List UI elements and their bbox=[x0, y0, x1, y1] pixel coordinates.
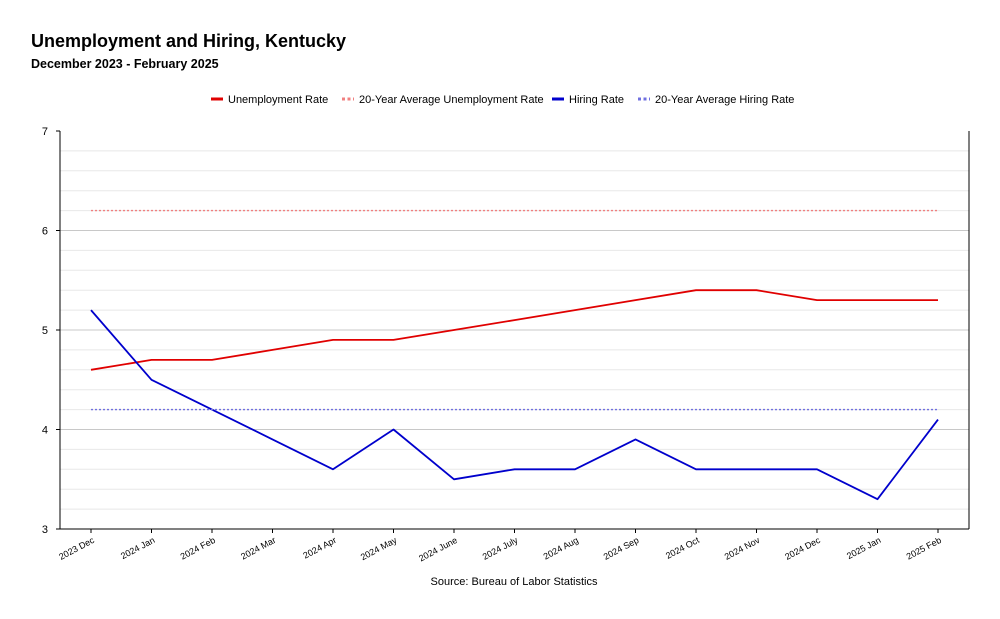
x-tick-label: 2024 Apr bbox=[301, 535, 338, 561]
x-tick-label: 2024 July bbox=[481, 535, 520, 562]
series-layer bbox=[90, 209, 939, 501]
chart-title: Unemployment and Hiring, Kentucky bbox=[31, 31, 347, 51]
x-tick-label: 2024 Oct bbox=[664, 535, 701, 561]
series-line-2 bbox=[90, 309, 939, 501]
x-tick-label: 2025 Jan bbox=[845, 535, 882, 561]
x-tick-label: 2024 June bbox=[417, 535, 459, 564]
y-tick-label: 4 bbox=[42, 425, 48, 437]
legend: Unemployment Rate 20-Year Average Unemplo… bbox=[211, 94, 794, 106]
legend-label-2: Hiring Rate bbox=[569, 94, 624, 106]
x-tick-label: 2024 Nov bbox=[723, 535, 762, 562]
y-tick-label: 7 bbox=[42, 126, 48, 138]
x-tick-label: 2024 Feb bbox=[179, 535, 217, 562]
y-tick-label: 3 bbox=[42, 524, 48, 536]
x-tick-label: 2024 May bbox=[359, 535, 399, 563]
series-line-0 bbox=[90, 289, 938, 371]
x-tick-label: 2024 Dec bbox=[783, 535, 822, 562]
chart-subtitle: December 2023 - February 2025 bbox=[31, 57, 219, 71]
y-tick-label: 6 bbox=[42, 226, 48, 238]
x-tick-label: 2024 Aug bbox=[542, 535, 580, 562]
axes: 3 4 5 6 7 2023 Dec 2024 Jan 2024 Feb 2024 Mar 202… bbox=[42, 126, 970, 564]
gridlines bbox=[60, 150, 969, 510]
x-tick-label: 2025 Feb bbox=[905, 535, 943, 562]
legend-label-0: Unemployment Rate bbox=[228, 94, 328, 106]
x-tick-label: 2024 Mar bbox=[239, 535, 277, 562]
source-note: Source: Bureau of Labor Statistics bbox=[431, 576, 598, 588]
legend-label-3: 20-Year Average Hiring Rate bbox=[655, 94, 794, 106]
y-tick-label: 5 bbox=[42, 325, 48, 337]
x-tick-label: 2024 Sep bbox=[602, 535, 641, 562]
x-tick-label: 2024 Jan bbox=[119, 535, 156, 561]
x-tick-label: 2023 Dec bbox=[57, 535, 96, 562]
legend-label-1: 20-Year Average Unemployment Rate bbox=[359, 94, 544, 106]
